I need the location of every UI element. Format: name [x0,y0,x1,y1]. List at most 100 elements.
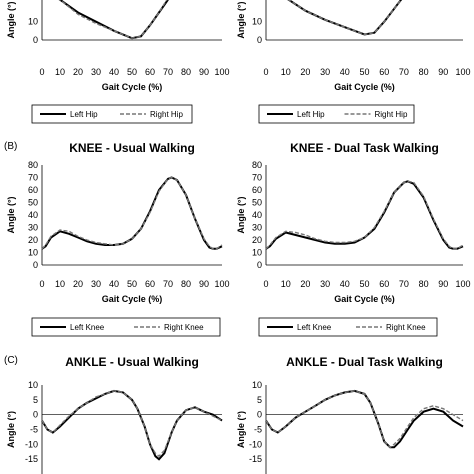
chart-2-title: KNEE - Usual Walking [69,141,195,155]
chart-3-xtick: 40 [340,279,350,289]
chart-4-ytick: 0 [33,410,38,420]
chart-2-ytick: 70 [28,173,38,183]
chart-5-ytick: -10 [249,439,262,449]
chart-2-xtick: 100 [214,279,229,289]
hip-legend-right-box [258,104,415,124]
chart-3-xtick: 80 [419,279,429,289]
chart-1-x-axis-label: Gait Cycle (%) [334,82,395,92]
chart-1-xtick: 60 [379,67,389,77]
chart-3-ytick: 70 [252,173,262,183]
knee-legend-left-right-label: Right Knee [164,323,204,332]
chart-3-xtick: 70 [399,279,409,289]
chart-2-xtick: 40 [109,279,119,289]
chart-1-xtick: 100 [455,67,470,77]
chart-2-xtick: 10 [55,279,65,289]
chart-2-ytick: 50 [28,198,38,208]
chart-0-xtick: 40 [109,67,119,77]
chart-0-xtick: 80 [181,67,191,77]
chart-0-xtick: 10 [55,67,65,77]
chart-4-ytick: -5 [30,425,38,435]
chart-5-series-left-line [265,389,464,449]
chart-3-ytick: 60 [252,185,262,195]
chart-4-series-left-line [41,389,223,461]
chart-2-xtick: 60 [145,279,155,289]
chart-1-xtick: 50 [359,67,369,77]
chart-0-y-axis-label: Angle (°) [6,1,16,38]
chart-2-ytick: 80 [28,160,38,170]
chart-4-y-axis-label: Angle (°) [6,411,16,448]
chart-2-ytick: 60 [28,185,38,195]
chart-0-xtick: 50 [127,67,137,77]
chart-3-xtick: 60 [379,279,389,289]
panel-label-c: (C) [4,355,18,366]
chart-5-y-axis-label: Angle (°) [236,411,246,448]
chart-0-series-right-line [59,0,168,39]
hip-legend-left-left-label: Left Hip [70,110,98,119]
chart-3-title: KNEE - Dual Task Walking [290,141,439,155]
hip-legend-left-box [31,104,193,124]
chart-5-ytick: -15 [249,454,262,464]
chart-3-xtick: 100 [455,279,470,289]
chart-2-y-axis-label: Angle (°) [6,196,16,233]
chart-2-ytick: 40 [28,210,38,220]
chart-1-xtick: 20 [300,67,310,77]
chart-4-series-right-line [41,390,223,458]
chart-0-xtick: 30 [91,67,101,77]
chart-5-title: ANKLE - Dual Task Walking [286,355,443,369]
chart-5-ytick: 10 [252,380,262,390]
chart-1-series-right-line [287,0,402,36]
chart-1-xtick: 80 [419,67,429,77]
hip-legend-right-right-label: Right Hip [375,110,408,119]
chart-5-series-right-line [265,390,464,449]
chart-3-xtick: 50 [359,279,369,289]
chart-5-ytick: 0 [257,410,262,420]
chart-0-x-axis-label: Gait Cycle (%) [102,82,163,92]
hip-legend-right-left-label: Left Hip [297,110,325,119]
chart-0-xtick: 20 [73,67,83,77]
chart-3-ytick: 20 [252,235,262,245]
chart-3-xtick: 10 [281,279,291,289]
chart-1-xtick: 70 [399,67,409,77]
chart-0-ytick: 10 [28,17,38,27]
chart-3-series-right-line [265,180,464,250]
chart-3-ytick: 40 [252,210,262,220]
chart-0-xtick: 100 [214,67,229,77]
chart-4-ytick: 5 [33,395,38,405]
knee-legend-right-left-label: Left Knee [297,323,332,332]
chart-3-xtick: 20 [300,279,310,289]
knee-legend-right-box [258,317,438,337]
chart-0-xtick: 70 [163,67,173,77]
chart-4-title: ANKLE - Usual Walking [65,355,199,369]
chart-2-ytick: 20 [28,235,38,245]
chart-4-ytick: 10 [28,380,38,390]
chart-5-ytick: -5 [254,425,262,435]
chart-3-y-axis-label: Angle (°) [236,196,246,233]
chart-1-xtick: 0 [263,67,268,77]
hip-legend-left-right-label: Right Hip [150,110,183,119]
chart-2-xtick: 50 [127,279,137,289]
chart-2-xtick: 70 [163,279,173,289]
chart-0-series-left-line [58,0,169,40]
chart-0-xtick: 60 [145,67,155,77]
chart-1-y-axis-label: Angle (°) [236,1,246,38]
chart-3-ytick: 80 [252,160,262,170]
chart-4-ytick: -15 [25,454,38,464]
chart-0-xtick: 0 [39,67,44,77]
chart-2-series-right-line [41,176,223,250]
chart-1-xtick: 30 [320,67,330,77]
chart-3-xtick: 0 [263,279,268,289]
chart-3-ytick: 10 [252,248,262,258]
chart-0-xtick: 90 [199,67,209,77]
chart-2-xtick: 20 [73,279,83,289]
chart-3-x-axis-label: Gait Cycle (%) [334,294,395,304]
chart-3-xtick: 90 [438,279,448,289]
chart-2-xtick: 0 [39,279,44,289]
chart-3-xtick: 30 [320,279,330,289]
chart-2-ytick: 30 [28,223,38,233]
chart-1-series-left-line [287,0,403,36]
chart-2-ytick: 10 [28,248,38,258]
chart-5-ytick: 5 [257,395,262,405]
chart-4-ytick: -10 [25,439,38,449]
chart-1-xtick: 40 [340,67,350,77]
